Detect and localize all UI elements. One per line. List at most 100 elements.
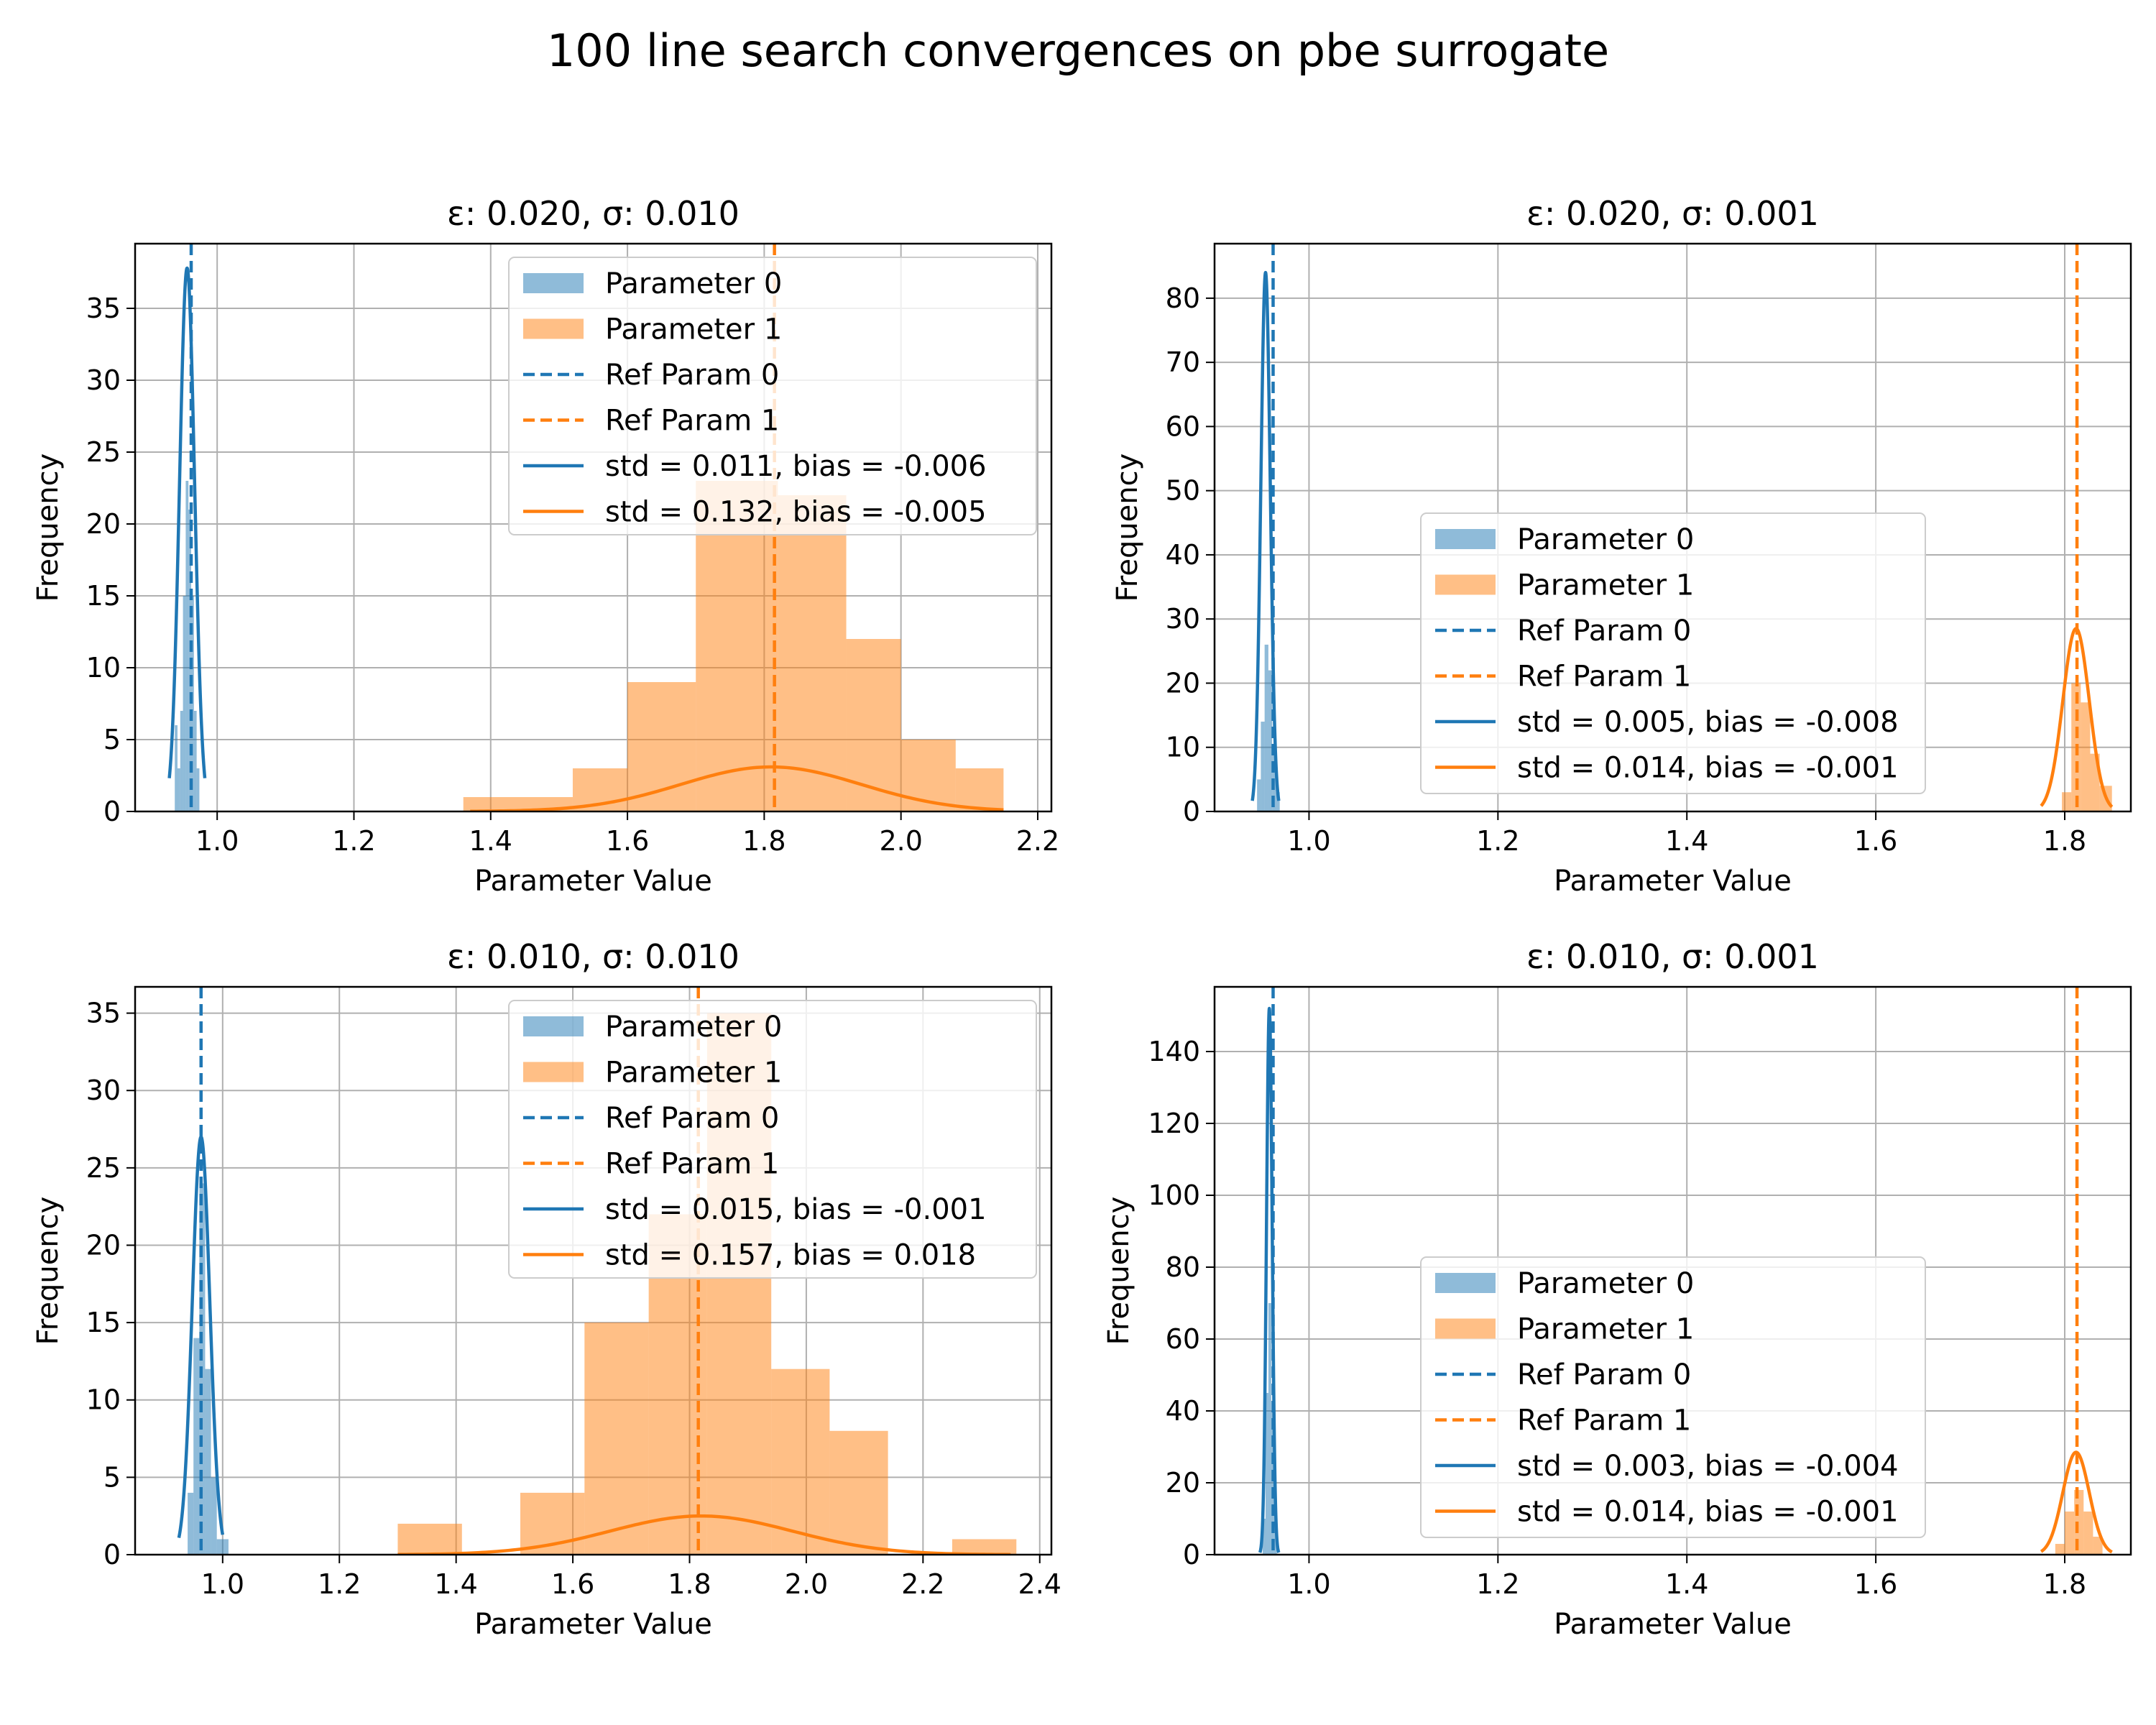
panel-title: ε: 0.020, σ: 0.001 [1526, 194, 1819, 233]
panel-1: ε: 0.020, σ: 0.010 1.0 1.2 1.4 1.6 1.8 2.0 2.2 0… [32, 194, 1059, 898]
x-tick-label: 1.0 [1287, 825, 1330, 857]
histogram-bar [2081, 702, 2091, 811]
legend-label: std = 0.005, bias = -0.008 [1517, 706, 1899, 739]
histogram-bar [846, 639, 901, 811]
legend-frame [508, 257, 1037, 535]
x-tick-label: 1.0 [195, 825, 239, 857]
y-tick-label: 40 [1166, 1395, 1200, 1427]
x-tick-label: 1.4 [469, 825, 512, 857]
histogram-bar [2064, 1512, 2075, 1555]
y-tick-label: 70 [1166, 346, 1200, 378]
plot-data [1258, 987, 2114, 1555]
legend-label: std = 0.003, bias = -0.004 [1517, 1450, 1899, 1483]
y-tick-label: 50 [1166, 475, 1200, 507]
legend-label: std = 0.015, bias = -0.001 [605, 1193, 987, 1226]
x-tick-label: 1.8 [2043, 825, 2086, 857]
histogram-bar [175, 725, 178, 811]
y-tick-label: 5 [103, 1461, 121, 1493]
y-tick-label: 0 [103, 796, 121, 827]
histogram-bar [1268, 670, 1273, 811]
y-tick-label: 15 [86, 1307, 121, 1338]
histogram-bar [205, 1368, 211, 1555]
histogram-bar [1265, 1393, 1268, 1555]
x-axis-label: Parameter Value [474, 1608, 712, 1641]
y-tick-label: 35 [86, 998, 121, 1029]
legend-label: Ref Param 1 [1517, 661, 1691, 694]
y-tick-label: 35 [86, 293, 121, 324]
x-tick-label: 2.4 [1018, 1568, 1061, 1600]
legend-label: Parameter 1 [1517, 569, 1694, 602]
x-tick-label: 1.2 [1476, 1568, 1519, 1600]
histogram-bar [829, 1430, 888, 1555]
histogram-bar [627, 682, 696, 811]
histogram-bar [185, 481, 189, 811]
panel-title: ε: 0.020, σ: 0.010 [447, 194, 740, 233]
x-tick-label: 2.2 [1016, 825, 1059, 857]
legend-label: Ref Param 1 [605, 1148, 779, 1181]
y-tick-label: 5 [103, 724, 121, 755]
legend-frame [1420, 512, 1926, 794]
gaussian-fit-line [397, 1514, 1011, 1555]
x-tick-label: 1.4 [434, 1568, 477, 1600]
x-tick-label: 1.8 [668, 1568, 711, 1600]
axes-frame [134, 985, 1053, 1556]
histogram-bar [180, 711, 183, 811]
y-tick-label: 140 [1148, 1036, 1200, 1067]
legend-frame [508, 1000, 1037, 1279]
histogram-bar [2093, 1537, 2103, 1555]
legend-swatch [523, 1016, 584, 1036]
y-axis-label: Frequency [32, 1197, 65, 1346]
x-tick-label: 1.2 [318, 1568, 361, 1600]
panel-2: ε: 0.020, σ: 0.001 1.0 1.2 1.4 1.6 1.8 0 10 20 30… [1111, 194, 2132, 898]
figure-title: 100 line search convergences on pbe surr… [547, 24, 1609, 77]
x-tick-label: 1.4 [1665, 825, 1708, 857]
plot-data [167, 244, 1004, 811]
axes-frame [134, 242, 1053, 813]
y-axis-label: Frequency [32, 454, 65, 602]
legend: Parameter 0 Parameter 1 Ref Param 0 Ref Par… [1420, 1256, 1926, 1538]
legend-label: Parameter 1 [1517, 1313, 1694, 1346]
gaussian-fit-line [177, 1135, 225, 1538]
histogram-bar [778, 495, 847, 811]
ticks: 1.0 1.2 1.4 1.6 1.8 2.0 2.2 2.4 0 5 10 15 20 25 30 35 [86, 998, 1061, 1600]
legend: Parameter 0 Parameter 1 Ref Param 0 Ref Par… [508, 1000, 1037, 1279]
legend-swatch [523, 1062, 584, 1082]
y-tick-label: 40 [1166, 539, 1200, 571]
legend-label: Parameter 1 [605, 1057, 782, 1090]
histogram-bar [1257, 779, 1261, 811]
x-tick-label: 1.8 [742, 825, 786, 857]
legend-label: Ref Param 0 [605, 359, 779, 392]
legend-label: std = 0.014, bias = -0.001 [1517, 1496, 1899, 1529]
histogram-bar [193, 711, 197, 811]
legend-label: Parameter 1 [605, 313, 782, 346]
panel-title: ε: 0.010, σ: 0.010 [447, 937, 740, 976]
histogram-bar [584, 1322, 649, 1555]
histogram-bar [1271, 1411, 1274, 1555]
legend-frame [1420, 1256, 1926, 1538]
histogram-bar [196, 768, 200, 811]
x-tick-label: 1.6 [1854, 1568, 1897, 1600]
y-tick-label: 10 [86, 652, 121, 684]
histogram-bar [177, 768, 180, 811]
x-axis-label: Parameter Value [1554, 1608, 1792, 1641]
y-axis-label: Frequency [1111, 454, 1144, 602]
histogram-bar [771, 1368, 830, 1555]
legend-swatch [1435, 529, 1496, 549]
x-tick-label: 2.2 [901, 1568, 944, 1600]
axes-frame [1213, 242, 2132, 813]
y-tick-label: 80 [1166, 1251, 1200, 1283]
gaussian-fit-line [1250, 270, 1281, 801]
histogram-bar [397, 1523, 462, 1555]
legend-label: std = 0.011, bias = -0.006 [605, 450, 987, 483]
histogram-bar [183, 596, 186, 811]
histogram-bar [1261, 722, 1265, 811]
y-axis-label: Frequency [1102, 1197, 1135, 1346]
histogram-bar [1276, 792, 1280, 811]
histogram-bar [1263, 1519, 1266, 1555]
ticks: 1.0 1.2 1.4 1.6 1.8 0 10 20 30 40 50 60 70 80 [1166, 282, 2087, 857]
histogram-bar [1268, 1303, 1271, 1555]
ticks: 1.0 1.2 1.4 1.6 1.8 2.0 2.2 0 5 10 15 20 25 30 35 [86, 293, 1060, 857]
y-tick-label: 30 [86, 1075, 121, 1106]
y-tick-label: 25 [86, 436, 121, 468]
legend-label: Parameter 0 [605, 1011, 782, 1044]
